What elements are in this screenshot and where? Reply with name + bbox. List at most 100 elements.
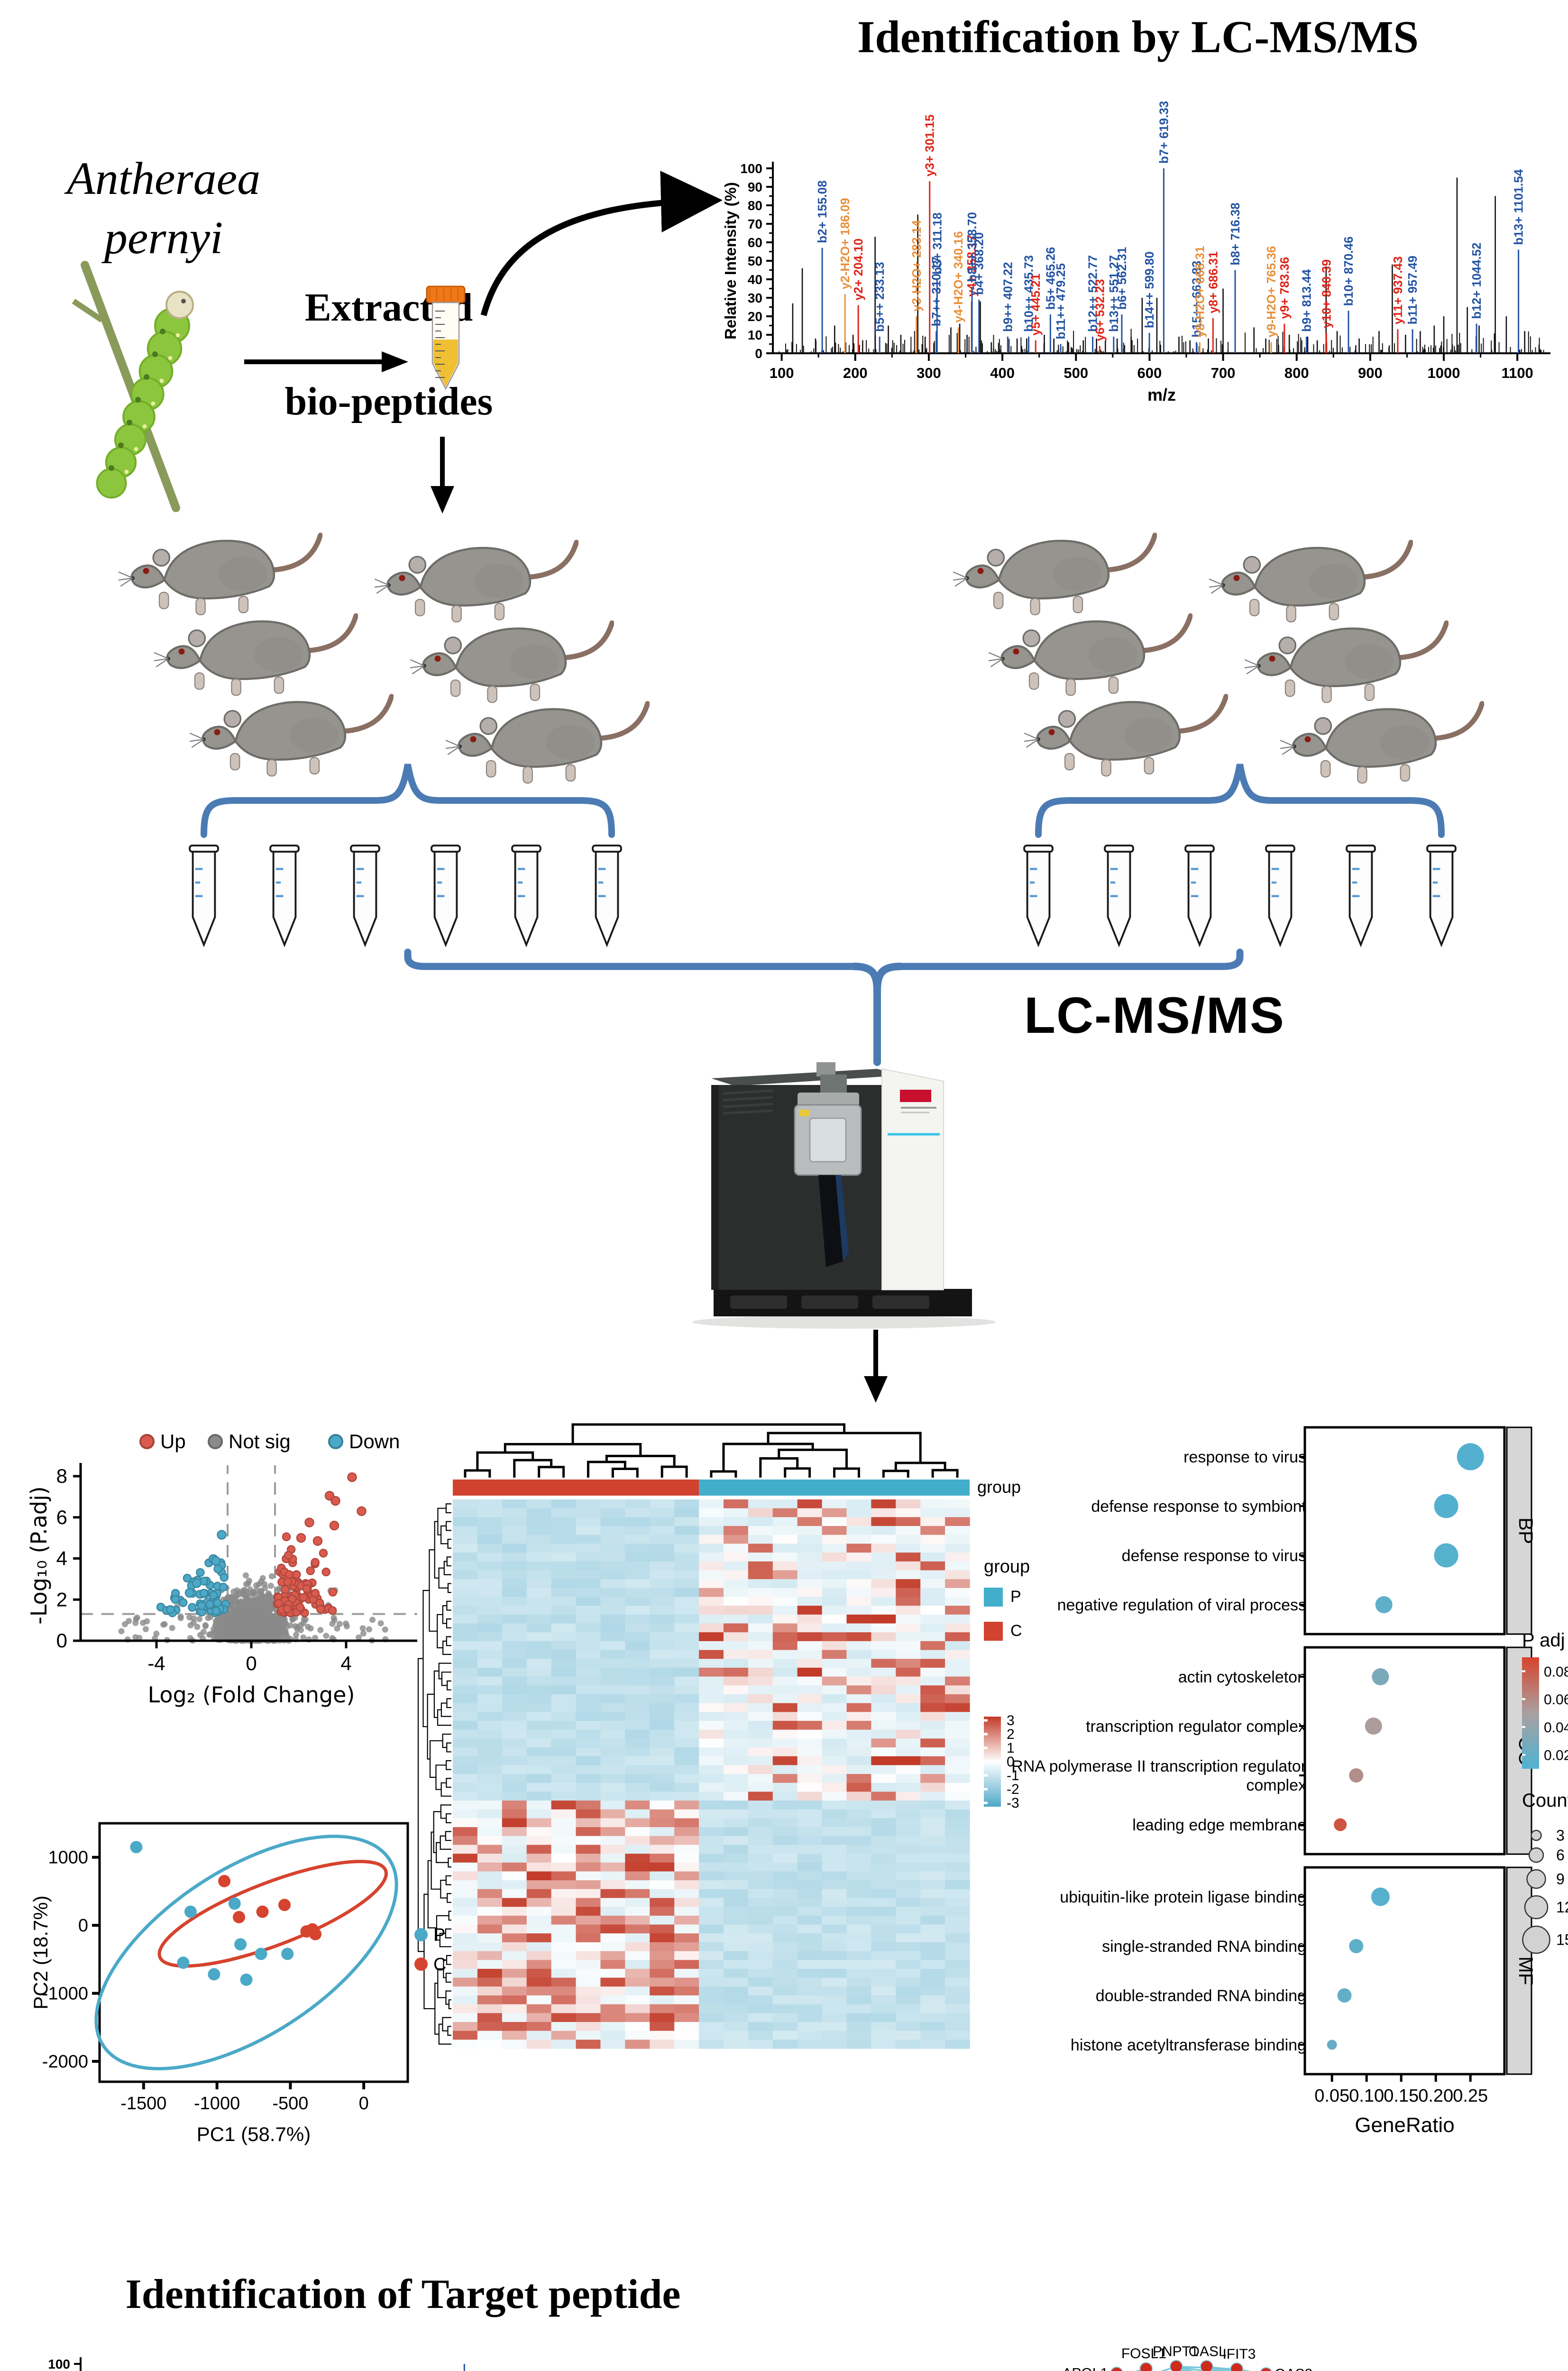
svg-text:0.10: 0.10	[1349, 2086, 1384, 2106]
svg-text:3: 3	[1007, 1713, 1015, 1728]
svg-text:leading edge membrane: leading edge membrane	[1132, 1816, 1306, 1834]
svg-text:90: 90	[748, 180, 762, 194]
svg-text:10: 10	[748, 328, 762, 342]
svg-text:defense response to virus: defense response to virus	[1122, 1547, 1306, 1565]
svg-text:-1500: -1500	[120, 2094, 166, 2114]
svg-text:defense response to symbiont: defense response to symbiont	[1091, 1498, 1306, 1516]
svg-text:response to virus: response to virus	[1183, 1448, 1306, 1466]
svg-text:700: 700	[1211, 365, 1236, 381]
svg-text:b7++ 310.17: b7++ 310.17	[929, 257, 944, 326]
svg-text:b8++ 358.70: b8++ 358.70	[965, 212, 979, 282]
svg-text:complex: complex	[1246, 1776, 1306, 1794]
svg-text:6: 6	[1556, 1847, 1565, 1864]
svg-text:-2: -2	[1007, 1782, 1019, 1797]
svg-text:m/z: m/z	[1147, 385, 1176, 404]
svg-text:300: 300	[917, 365, 941, 381]
svg-text:-3: -3	[1007, 1795, 1019, 1811]
peptide-tube-icon	[426, 285, 466, 390]
svg-text:Counts: Counts	[1522, 1790, 1568, 1811]
svg-text:0.05: 0.05	[1314, 2086, 1349, 2106]
svg-text:600: 600	[1137, 365, 1162, 381]
svg-text:b5++ 233.13: b5++ 233.13	[872, 262, 887, 331]
svg-text:y3+ 301.15: y3+ 301.15	[923, 114, 937, 176]
svg-text:histone acetyltransferase bind: histone acetyltransferase binding	[1071, 2036, 1306, 2054]
svg-text:b7+ 619.33: b7+ 619.33	[1156, 101, 1171, 164]
svg-text:P: P	[1010, 1588, 1021, 1606]
svg-text:0.06: 0.06	[1544, 1692, 1568, 1708]
svg-text:y6+ 532.23: y6+ 532.23	[1092, 279, 1107, 341]
svg-text:group: group	[977, 1477, 1021, 1497]
svg-text:0: 0	[1007, 1754, 1015, 1770]
curved-arrow-icon	[480, 171, 723, 316]
go-enrichment-dotplot: BP response to virus defense response to s…	[1011, 1426, 1568, 2137]
svg-text:1100: 1100	[1502, 365, 1533, 381]
svg-text:60: 60	[748, 235, 762, 250]
svg-text:single-stranded RNA binding: single-stranded RNA binding	[1102, 1938, 1306, 1956]
svg-text:Log₂ (Fold Change): Log₂ (Fold Change)	[148, 1682, 355, 1708]
svg-text:70: 70	[748, 217, 762, 231]
ppi-network-plot: OASLIFIT3OAS3IFIT2ISG15STAT1DDX58IFIT5BS…	[1062, 2344, 1312, 2371]
svg-text:100: 100	[740, 161, 762, 176]
svg-text:y9+ 783.36: y9+ 783.36	[1277, 257, 1292, 319]
svg-text:6: 6	[56, 1506, 67, 1528]
svg-text:0: 0	[246, 1652, 257, 1674]
svg-text:b8+ 716.38: b8+ 716.38	[1228, 202, 1242, 265]
caterpillar-illustration	[72, 261, 194, 512]
svg-text:P: P	[433, 1925, 445, 1945]
svg-text:actin cytoskeleton: actin cytoskeleton	[1178, 1668, 1306, 1686]
svg-text:double-stranded RNA binding: double-stranded RNA binding	[1096, 1987, 1306, 2005]
extract-label-bottom: bio-peptides	[284, 379, 493, 423]
svg-text:-1: -1	[1007, 1768, 1019, 1783]
svg-text:80: 80	[748, 198, 762, 213]
svg-text:2: 2	[1007, 1727, 1015, 1742]
svg-text:APOL1: APOL1	[1062, 2366, 1108, 2371]
svg-text:y5+ 445.21: y5+ 445.21	[1028, 274, 1043, 336]
svg-text:-2000: -2000	[42, 2052, 88, 2072]
svg-text:b3+ 311.18: b3+ 311.18	[930, 212, 944, 275]
svg-text:20: 20	[748, 309, 762, 324]
pca-plot: -1500 -1000 -500 0 1000 0 -1000 -2000 PC1 (58.7%…	[29, 1822, 446, 2145]
svg-text:0: 0	[56, 1629, 67, 1652]
svg-text:b13+ 1101.54: b13+ 1101.54	[1512, 169, 1526, 245]
svg-text:C: C	[1010, 1622, 1022, 1640]
sample-flow-layer	[0, 763, 1568, 1066]
svg-text:400: 400	[990, 365, 1015, 381]
bottom-ms-spectrum-chart: 1002003004005006007008009001000110001020…	[48, 2357, 465, 2371]
svg-text:4: 4	[56, 1547, 67, 1570]
svg-text:ubiquitin-like protein ligase: ubiquitin-like protein ligase binding	[1060, 1888, 1306, 1906]
svg-text:0: 0	[78, 1916, 88, 1936]
svg-text:0.15: 0.15	[1384, 2086, 1419, 2106]
svg-text:b4+ 368.20: b4+ 368.20	[972, 232, 986, 295]
svg-text:GeneRatio: GeneRatio	[1355, 2114, 1454, 2137]
svg-text:12: 12	[1556, 1899, 1568, 1916]
svg-text:group: group	[984, 1557, 1030, 1577]
svg-text:-500: -500	[272, 2094, 308, 2114]
svg-text:b14++ 599.80: b14++ 599.80	[1142, 251, 1156, 328]
top-spectrum-title: Identification by LC-MS/MS	[857, 11, 1419, 62]
svg-text:y9-H2O+ 765.36: y9-H2O+ 765.36	[1264, 246, 1278, 338]
svg-text:-1000: -1000	[194, 2094, 240, 2114]
bottom-spectrum-title: Identification of Target peptide	[125, 2271, 681, 2317]
svg-text:1000: 1000	[1428, 365, 1460, 381]
svg-text:y8-H2O+ 668.31: y8-H2O+ 668.31	[1192, 246, 1207, 338]
svg-text:1000: 1000	[48, 1848, 88, 1868]
svg-text:200: 200	[843, 365, 868, 381]
svg-text:0: 0	[755, 346, 762, 361]
svg-text:Down: Down	[349, 1430, 400, 1452]
top-ms-spectrum-chart: 100 200 300 400 500 600 700 800 900 1000 1100 0 10 20…	[722, 101, 1550, 404]
svg-text:OAS3: OAS3	[1275, 2366, 1312, 2371]
svg-text:50: 50	[748, 254, 762, 268]
svg-text:15: 15	[1556, 1931, 1568, 1948]
svg-text:Not sig: Not sig	[229, 1430, 291, 1452]
svg-text:b9+ 813.44: b9+ 813.44	[1300, 269, 1314, 332]
organism-genus: Antheraea	[66, 153, 261, 204]
svg-text:b5+ 465.26: b5+ 465.26	[1043, 247, 1057, 310]
svg-text:900: 900	[1358, 365, 1383, 381]
svg-text:P adj: P adj	[1522, 1630, 1565, 1651]
svg-text:OASL: OASL	[1189, 2344, 1227, 2360]
svg-text:b11+ 957.49: b11+ 957.49	[1405, 256, 1420, 324]
svg-text:IFIT3: IFIT3	[1222, 2346, 1256, 2362]
svg-text:FOSL1: FOSL1	[1121, 2346, 1166, 2362]
svg-text:RNA polymerase II transcriptio: RNA polymerase II transcription regulato…	[1011, 1757, 1306, 1775]
svg-text:Relative Intensity (%): Relative Intensity (%)	[722, 182, 739, 340]
